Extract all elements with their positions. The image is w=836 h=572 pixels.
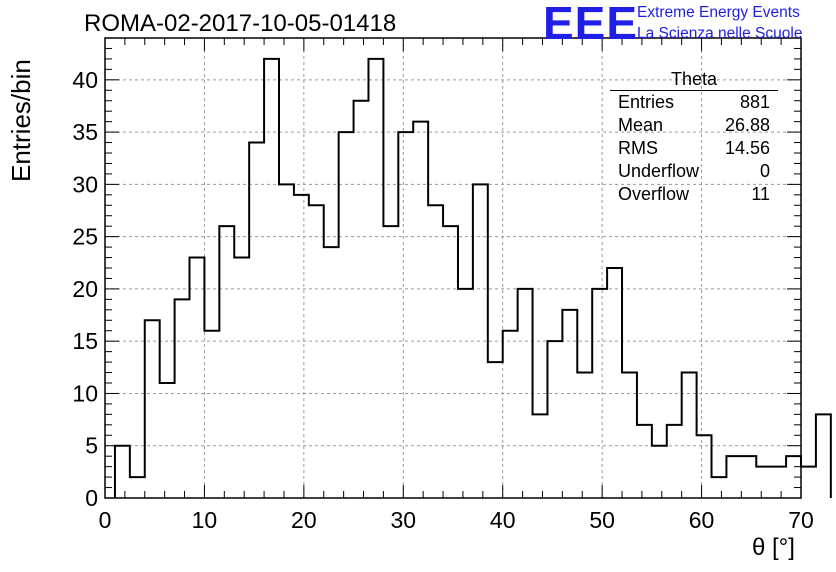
histogram-bin <box>488 362 503 498</box>
y-tick-label: 25 <box>72 224 98 250</box>
histogram-bin <box>801 467 816 498</box>
histogram-bin <box>130 477 145 498</box>
y-axis-label: Entries/bin <box>6 59 36 182</box>
stats-label: Mean <box>618 115 664 135</box>
histogram-bin <box>339 132 354 498</box>
histogram-bin <box>443 226 458 498</box>
histogram-bin <box>771 467 786 498</box>
tick-labels: 0 10 20 30 40 50 60 70 0 5 10 15 20 25 30 35 40 <box>72 67 813 533</box>
stats-row-overflow: Overflow 11 <box>610 183 778 206</box>
x-tick-label: 30 <box>390 507 416 533</box>
histogram-bin <box>518 289 533 498</box>
stats-value: 26.88 <box>724 115 770 135</box>
chart-title: ROMA-02-2017-10-05-01418 <box>84 10 397 37</box>
histogram-bin <box>622 373 637 498</box>
y-tick-label: 35 <box>72 119 98 145</box>
histogram-series <box>113 57 832 498</box>
histogram-bin <box>294 195 309 498</box>
stats-value: 11 <box>751 184 770 204</box>
histogram-bin <box>756 467 771 498</box>
x-tick-label: 50 <box>589 507 615 533</box>
histogram-bin <box>324 247 339 498</box>
histogram-bin <box>279 184 294 498</box>
stats-row-mean: Mean 26.88 <box>610 114 778 137</box>
y-tick-label: 20 <box>72 276 98 302</box>
x-axis-label: θ [°] <box>752 534 795 561</box>
x-tick-label: 10 <box>192 507 218 533</box>
histogram-bin <box>428 205 443 498</box>
x-tick-label: 60 <box>689 507 715 533</box>
histogram-bin <box>577 373 592 498</box>
histogram-bin <box>383 226 398 498</box>
histogram-bin <box>413 122 428 498</box>
histogram-bin <box>712 477 727 498</box>
histogram-bin <box>547 341 562 498</box>
x-tick-label: 20 <box>291 507 317 533</box>
histogram-bin <box>607 268 622 498</box>
histogram-bin <box>816 414 831 498</box>
stats-row-rms: RMS 14.56 <box>610 137 778 160</box>
histogram-bin <box>249 143 264 498</box>
y-tick-label: 40 <box>72 67 98 93</box>
x-tick-label: 0 <box>99 507 112 533</box>
stats-value: 0 <box>759 161 770 181</box>
stats-value: 881 <box>739 92 770 112</box>
stats-box: Theta Entries 881 Mean 26.88 RMS 14.56 U… <box>610 70 778 206</box>
stats-label: Underflow <box>618 161 700 181</box>
x-tick-label: 40 <box>490 507 516 533</box>
histogram-bin <box>458 289 473 498</box>
histogram-bin <box>652 446 667 498</box>
histogram-bin <box>190 258 205 498</box>
histogram-bin <box>562 310 577 498</box>
y-tick-label: 10 <box>72 380 98 406</box>
histogram-bin <box>503 331 518 498</box>
histogram-bin <box>160 383 175 498</box>
histogram-bin <box>741 456 756 498</box>
histogram-bin <box>637 425 652 498</box>
histogram-bin <box>667 425 682 498</box>
stats-label: Entries <box>618 92 675 112</box>
histogram-bin <box>592 289 607 498</box>
histogram-bin <box>682 373 697 498</box>
x-tick-label: 70 <box>788 507 814 533</box>
y-tick-label: 15 <box>72 328 98 354</box>
logo-line-2: La Scienza nelle Scuole <box>637 25 803 42</box>
histogram-bin <box>473 184 488 498</box>
histogram-bin <box>204 331 219 498</box>
histogram-bin <box>726 456 741 498</box>
stats-label: Overflow <box>618 184 690 204</box>
histogram-bin <box>533 414 548 498</box>
grid <box>105 38 801 498</box>
histogram-bin <box>354 101 369 498</box>
y-tick-label: 5 <box>85 433 98 459</box>
histogram-bin <box>398 132 413 498</box>
histogram-bin <box>309 205 324 498</box>
histogram-bin <box>234 258 249 498</box>
stats-row-underflow: Underflow 0 <box>610 160 778 183</box>
histogram-bin <box>368 59 383 498</box>
y-tick-label: 0 <box>85 485 98 511</box>
stats-label: RMS <box>618 138 658 158</box>
histogram-bin <box>145 320 160 498</box>
stats-value: 14.56 <box>724 138 770 158</box>
logo-line-1: Extreme Energy Events <box>637 4 800 21</box>
histogram-outline <box>113 57 832 498</box>
stats-row-entries: Entries 881 <box>610 91 778 114</box>
histogram-bin <box>219 226 234 498</box>
axes <box>104 37 802 499</box>
histogram-bin <box>115 446 130 498</box>
y-tick-label: 30 <box>72 171 98 197</box>
eee-logo: EEE <box>543 0 639 49</box>
histogram-bin <box>264 59 279 498</box>
stats-name: Theta <box>610 70 778 91</box>
histogram-bin <box>175 299 190 498</box>
histogram-bin <box>697 435 712 498</box>
